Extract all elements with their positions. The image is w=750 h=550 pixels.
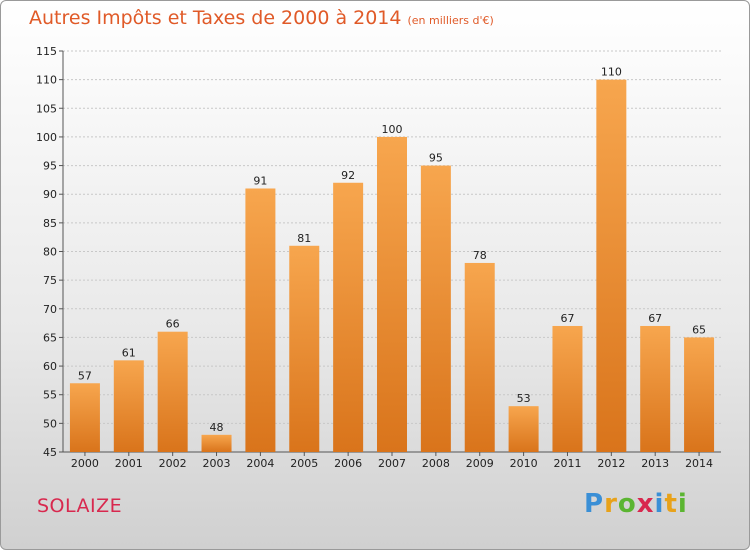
bar [289,245,320,452]
x-tick-label: 2008 [422,457,450,470]
logo-letter: i [654,489,665,519]
x-tick-label: 2000 [71,457,99,470]
logo-letter: x [636,489,655,519]
x-tick-label: 2002 [159,457,187,470]
logo-letter: i [677,489,688,519]
bar [377,136,407,452]
logo-letter: P [584,489,605,519]
x-tick-label: 2012 [597,457,625,470]
y-tick-label: 50 [43,417,57,430]
chart-title-text: Autres Impôts et Taxes de 2000 à 2014 [29,7,402,29]
y-tick-label: 90 [43,188,57,201]
data-label: 67 [560,312,574,325]
bars: 57 61 66 48 91 81 92 100 95 78 53 67 110 67 65 [69,66,715,453]
x-tick-label: 2014 [685,457,713,470]
bar [113,360,144,452]
bar [420,165,451,453]
y-tick-label: 55 [43,389,57,402]
y-tick-label: 45 [43,446,57,459]
data-label: 81 [297,232,311,245]
data-label: 110 [601,66,622,79]
bar [640,325,671,452]
logo-letter: r [604,489,618,519]
data-label: 100 [382,123,403,136]
y-tick-label: 100 [36,131,57,144]
bar [596,79,627,453]
y-tick-label: 65 [43,331,57,344]
x-tick-label: 2009 [466,457,494,470]
y-tick-label: 60 [43,360,57,373]
bar [69,383,100,452]
y-tick-label: 80 [43,246,57,259]
city-name: SOLAIZE [37,495,123,517]
x-tick-label: 2010 [510,457,538,470]
x-axis: 2000 2001 2002 2003 2004 2005 2006 2007 2008 2009… [71,452,713,470]
logo-letter: t [664,489,678,519]
x-tick-label: 2003 [203,457,231,470]
bar [684,337,715,452]
data-label: 61 [122,346,136,359]
y-tick-label: 70 [43,303,57,316]
data-label: 91 [253,174,267,187]
x-tick-label: 2013 [641,457,669,470]
chart-subtitle: (en milliers d'€) [407,14,494,27]
bar [201,434,232,452]
bar [157,331,188,452]
y-tick-label: 105 [36,102,57,115]
y-tick-label: 85 [43,217,57,230]
x-tick-label: 2001 [115,457,143,470]
bar [245,188,276,452]
x-tick-label: 2005 [290,457,318,470]
bar [508,406,539,452]
x-tick-label: 2007 [378,457,406,470]
x-tick-label: 2006 [334,457,362,470]
data-label: 78 [473,249,487,262]
y-tick-label: 115 [36,45,57,58]
y-tick-label: 75 [43,274,57,287]
data-label: 95 [429,152,443,165]
data-label: 57 [78,369,92,382]
data-label: 65 [692,323,706,336]
logo-letter: o [617,489,637,519]
data-label: 67 [648,312,662,325]
x-tick-label: 2011 [553,457,581,470]
chart-title: Autres Impôts et Taxes de 2000 à 2014 (en… [29,7,494,29]
x-tick-label: 2004 [246,457,274,470]
bar [333,182,364,452]
proxiti-logo: Proxiti [584,489,688,519]
y-tick-label: 95 [43,160,57,173]
data-label: 48 [210,421,224,434]
data-label: 53 [517,392,531,405]
data-label: 92 [341,169,355,182]
data-label: 66 [166,318,180,331]
bar [552,325,583,452]
y-tick-label: 110 [36,74,57,87]
bar [464,262,495,452]
